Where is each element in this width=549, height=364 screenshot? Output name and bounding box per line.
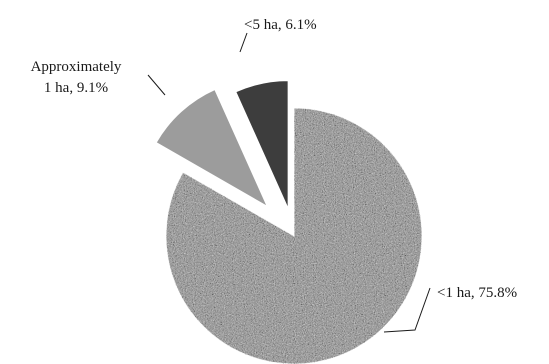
slice-label-1-line-1: <1 ha, 75.8% [437,285,517,301]
leader-line-2 [147,74,166,96]
pie-slice-3 [235,80,289,209]
slice-label-1: <1 ha, 75.8% [437,285,517,301]
slice-label-3: <5 ha, 6.1% [244,17,317,33]
labels-layer: <1 ha, 75.8% Approximately 1 ha, 9.1% <5 ha… [31,17,518,301]
leader-lines-layer [147,32,431,333]
slice-label-2-line-2: 1 ha, 9.1% [44,80,108,96]
slice-label-3-line-1: <5 ha, 6.1% [244,17,317,33]
pie-slice-2 [155,88,269,208]
slice-label-2: Approximately 1 ha, 9.1% [31,59,122,96]
leader-line-3 [239,32,248,53]
leader-line-1 [383,287,431,333]
slice-label-2-line-1: Approximately [31,59,122,75]
slices-layer [155,80,423,364]
